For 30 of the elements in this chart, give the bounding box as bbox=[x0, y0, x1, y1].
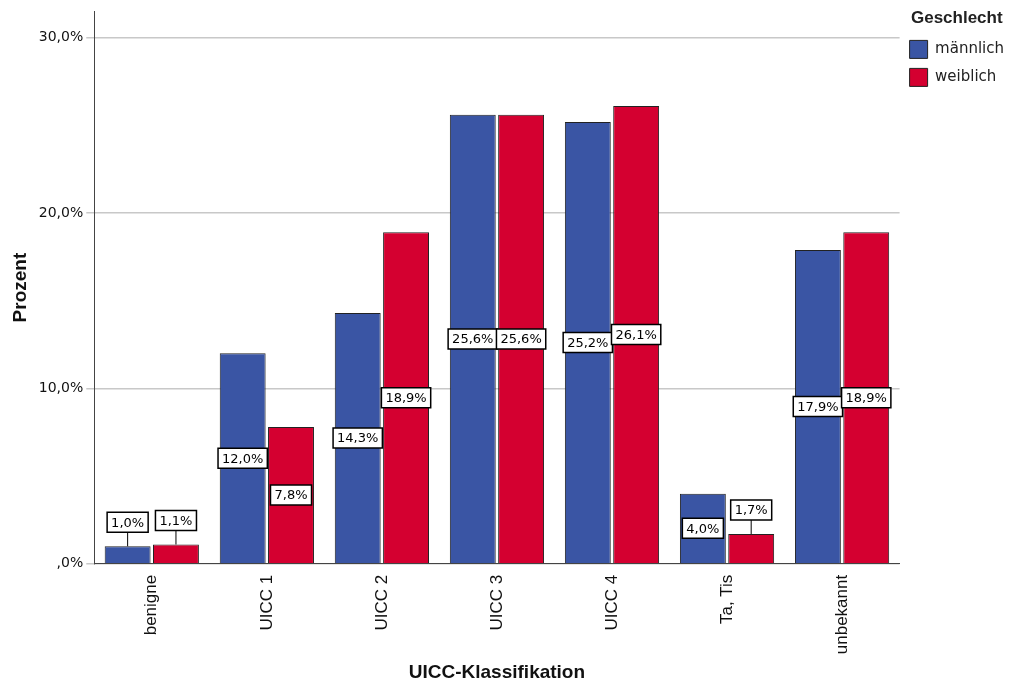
y-tick-label: ,0% bbox=[56, 554, 84, 571]
data-label: 14,3% bbox=[337, 430, 379, 446]
x-tick-label: Ta, Tis bbox=[716, 574, 736, 624]
data-label: 25,2% bbox=[567, 334, 609, 350]
x-tick-label: UICC 3 bbox=[486, 574, 506, 631]
data-label: 25,6% bbox=[500, 331, 542, 347]
y-tick-label: 30,0% bbox=[38, 28, 84, 45]
x-tick-label: UICC 4 bbox=[601, 574, 621, 631]
data-label: 18,9% bbox=[385, 390, 427, 406]
data-label: 26,1% bbox=[615, 326, 657, 342]
data-label: 7,8% bbox=[274, 487, 308, 503]
data-label: 18,9% bbox=[845, 390, 887, 406]
y-tick-label: 20,0% bbox=[38, 203, 84, 220]
x-tick-label: unbekannt bbox=[831, 574, 851, 655]
data-label: 1,1% bbox=[159, 512, 193, 528]
x-tick-label: benigne bbox=[141, 574, 161, 636]
legend-label: männlich bbox=[935, 39, 1004, 58]
x-axis-title: UICC-Klassifikation bbox=[408, 660, 586, 682]
data-label: 12,0% bbox=[222, 450, 264, 466]
y-tick-label: 10,0% bbox=[38, 379, 84, 396]
data-label: 17,9% bbox=[797, 398, 839, 414]
x-tick-label: UICC 1 bbox=[256, 574, 276, 631]
legend-title: Geschlecht bbox=[910, 8, 1003, 28]
y-axis-title: Prozent bbox=[8, 252, 30, 323]
data-label: 1,0% bbox=[111, 514, 145, 530]
legend-label: weiblich bbox=[935, 67, 997, 86]
data-label: 4,0% bbox=[686, 520, 720, 536]
data-label: 1,7% bbox=[734, 502, 768, 518]
data-label: 25,6% bbox=[452, 331, 494, 347]
x-tick-label: UICC 2 bbox=[371, 574, 391, 631]
